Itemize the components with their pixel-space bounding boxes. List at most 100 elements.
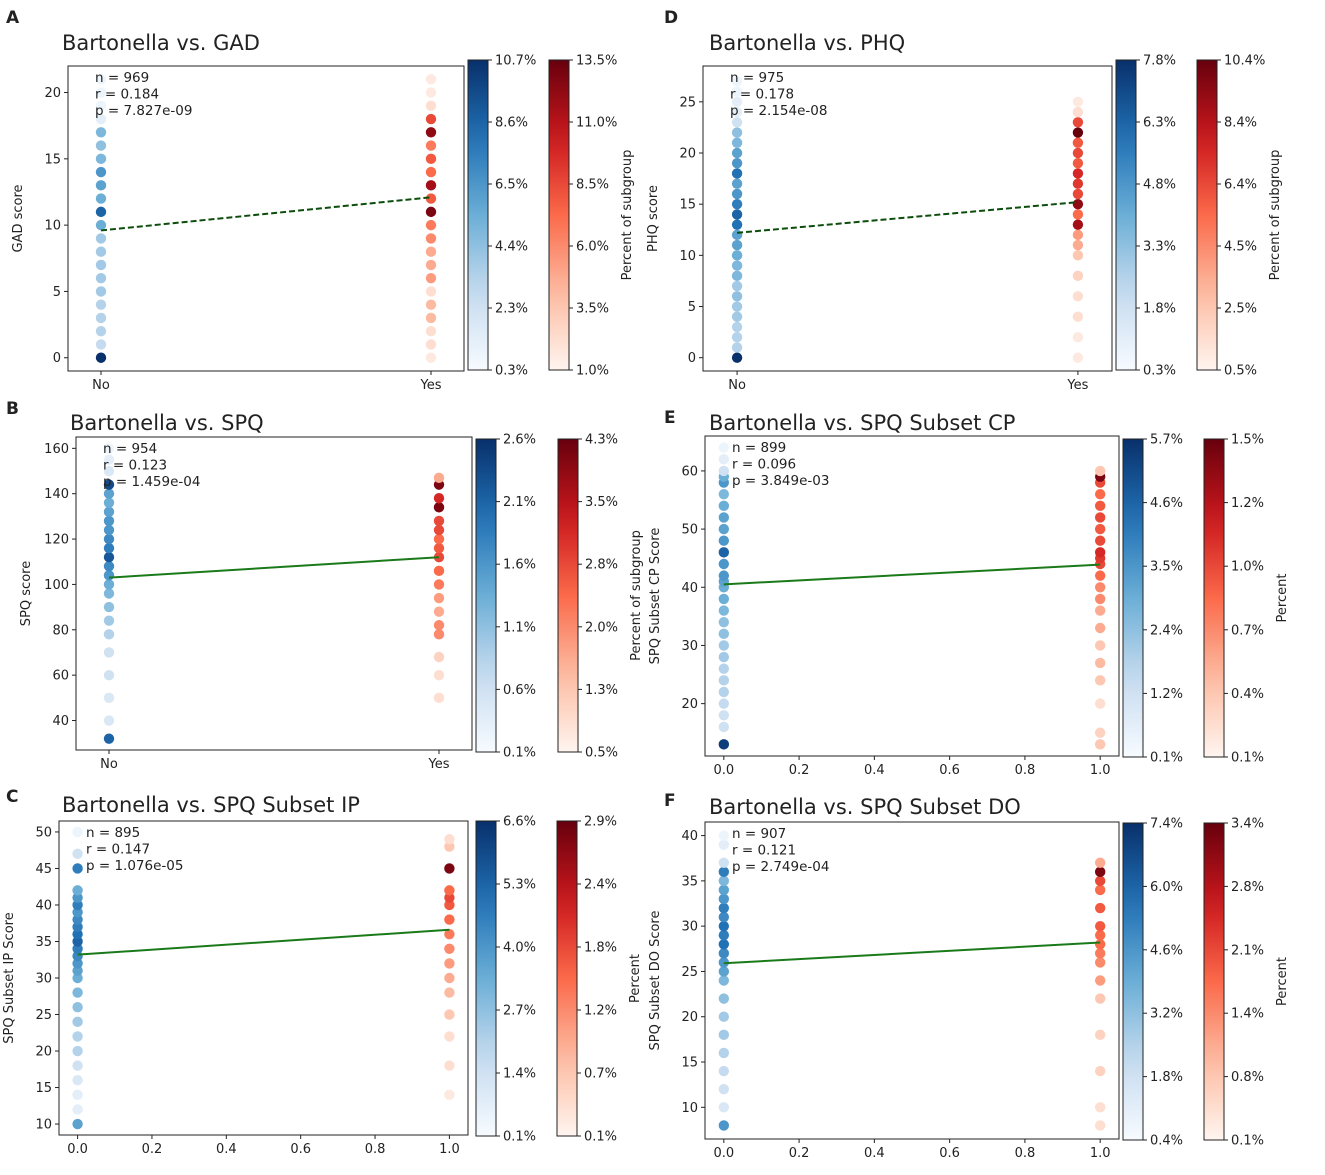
no-group-point xyxy=(718,1065,730,1077)
yes-group-point xyxy=(1094,547,1106,558)
y-tick-label: 80 xyxy=(52,623,69,638)
stat-n: n = 954 xyxy=(103,441,157,457)
yes-group-point xyxy=(444,972,455,984)
yes-colorbar-tick-label: 3.4% xyxy=(1231,817,1264,832)
yes-colorbar-tick-label: 2.9% xyxy=(584,815,617,830)
no-group-point xyxy=(103,506,115,518)
x-tick-label: 0.8 xyxy=(1015,1146,1036,1161)
stat-n: n = 899 xyxy=(732,440,786,456)
y-tick-label: 20 xyxy=(681,1010,698,1025)
yes-group-point xyxy=(1094,570,1106,581)
no-group-point xyxy=(718,558,730,570)
y-tick-label: 15 xyxy=(679,198,696,213)
yes-group-point xyxy=(1094,975,1106,986)
no-group-point xyxy=(103,465,115,477)
stat-n: n = 975 xyxy=(730,70,784,86)
no-colorbar-tick-label: 6.3% xyxy=(1143,116,1176,131)
yes-colorbar-bar xyxy=(548,59,570,371)
no-group-point xyxy=(103,552,115,563)
yes-group-point xyxy=(1094,582,1106,593)
yes-group-point xyxy=(1094,1120,1106,1131)
no-group-point xyxy=(95,259,107,271)
yes-colorbar-tick-label: 6.4% xyxy=(1224,178,1257,193)
stat-p: p = 1.459e-04 xyxy=(103,474,200,490)
yes-group-point xyxy=(433,542,445,554)
yes-group-point xyxy=(1072,178,1084,189)
yes-group-point xyxy=(1072,168,1084,179)
yes-group-point xyxy=(425,299,437,310)
yes-colorbar-tick-label: 0.8% xyxy=(1231,1070,1264,1085)
no-group-point xyxy=(718,920,730,932)
no-group-point xyxy=(731,332,743,343)
chart-title: Bartonella vs. SPQ xyxy=(70,411,264,435)
no-group-point xyxy=(731,76,743,87)
no-group-point xyxy=(718,839,730,850)
panel-letter: B xyxy=(6,399,19,419)
no-group-point xyxy=(718,442,730,453)
no-colorbar-tick-label: 2.6% xyxy=(503,433,536,448)
yes-group-point xyxy=(1072,158,1084,169)
no-colorbar-tick-label: 3.3% xyxy=(1143,240,1176,255)
no-group-point xyxy=(72,826,83,838)
y-tick-label: 15 xyxy=(35,1081,52,1096)
no-group-point xyxy=(731,178,743,189)
yes-group-point xyxy=(444,834,455,845)
no-group-point xyxy=(718,875,730,887)
yes-group-point xyxy=(1094,500,1106,512)
no-group-point xyxy=(718,721,730,733)
no-group-point xyxy=(103,629,115,640)
plot-frame xyxy=(75,436,473,751)
no-colorbar-tick-label: 1.4% xyxy=(503,1067,536,1082)
yes-group-point xyxy=(1094,739,1106,750)
yes-group-point xyxy=(1094,875,1106,887)
y-tick-label: 40 xyxy=(681,581,698,596)
stat-n: n = 969 xyxy=(95,70,149,86)
no-group-point xyxy=(731,250,743,261)
yes-group-point xyxy=(1094,939,1106,950)
no-group-point xyxy=(718,1102,730,1113)
y-tick-label: 20 xyxy=(35,1045,52,1060)
x-tick-label: 1.0 xyxy=(1090,763,1111,778)
no-colorbar-tick-label: 1.2% xyxy=(1150,687,1183,702)
no-group-point xyxy=(95,339,107,350)
yes-group-point xyxy=(1094,948,1106,959)
x-tick-label: 0.6 xyxy=(939,763,960,778)
y-tick-label: 10 xyxy=(35,1118,52,1133)
yes-group-point xyxy=(444,928,455,940)
no-group-point xyxy=(95,272,107,284)
no-group-point xyxy=(718,523,730,535)
no-group-point xyxy=(718,857,730,868)
yes-group-point xyxy=(1072,147,1084,159)
no-group-point xyxy=(718,884,730,896)
no-group-point xyxy=(95,166,107,178)
yes-colorbar-label: Percent of subgroup xyxy=(629,530,644,661)
yes-group-point xyxy=(1072,229,1084,241)
no-group-point xyxy=(731,260,743,271)
no-group-point xyxy=(95,206,107,218)
yes-group-point xyxy=(444,892,455,903)
yes-colorbar-tick-label: 0.7% xyxy=(584,1067,617,1082)
no-group-point xyxy=(731,270,743,282)
x-tick-label: 0.4 xyxy=(864,763,885,778)
no-colorbar-tick-label: 5.3% xyxy=(503,878,536,893)
stat-p: p = 3.849e-03 xyxy=(732,473,829,489)
yes-colorbar-bar xyxy=(556,820,578,1137)
yes-colorbar-tick-label: 1.3% xyxy=(585,683,618,698)
yes-group-point xyxy=(1094,523,1106,535)
yes-group-point xyxy=(444,1031,455,1042)
y-tick-label: 140 xyxy=(44,487,69,502)
stat-p: p = 7.827e-09 xyxy=(95,103,192,119)
no-group-point xyxy=(72,914,83,925)
no-group-point xyxy=(95,326,107,337)
yes-colorbar-label: Percent xyxy=(1275,957,1290,1006)
no-group-point xyxy=(731,137,743,148)
no-group-point xyxy=(72,863,83,874)
x-tick-label: 0.2 xyxy=(789,763,810,778)
no-group-point xyxy=(72,1045,83,1057)
no-colorbar-tick-label: 8.6% xyxy=(495,116,528,131)
no-group-point xyxy=(103,570,115,581)
x-tick-label: No xyxy=(728,378,746,393)
yes-colorbar-tick-label: 0.1% xyxy=(1231,751,1264,766)
no-group-point xyxy=(731,209,743,220)
yes-group-point xyxy=(1094,593,1106,605)
